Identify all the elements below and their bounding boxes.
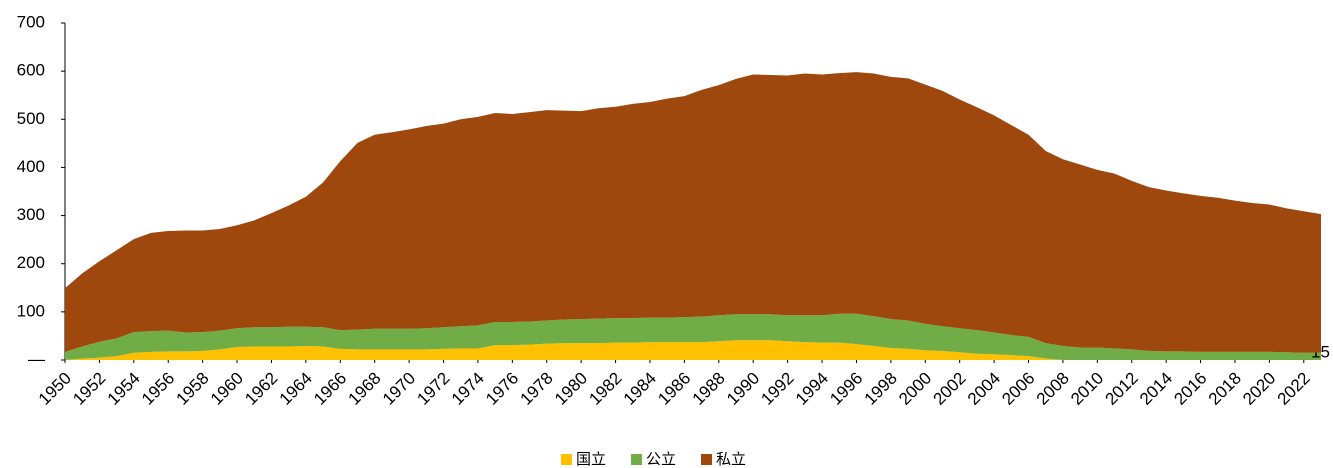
x-tick-label: 1960 [207, 369, 247, 409]
area [65, 313, 1321, 360]
x-tick-label: 1982 [585, 369, 625, 409]
y-tick-label: 700 [17, 12, 45, 31]
x-tick-label: 1950 [35, 369, 75, 409]
legend-swatch [701, 454, 712, 465]
x-tick-label: 1990 [723, 369, 763, 409]
x-tick-label: 1992 [757, 369, 797, 409]
area [65, 72, 1321, 353]
x-tick-label: 1994 [792, 369, 832, 409]
x-tick-label: 1962 [241, 369, 281, 409]
x-tick-label: 1984 [620, 369, 660, 409]
x-tick-label: 1996 [826, 369, 866, 409]
x-tick-label: 1988 [689, 369, 729, 409]
y-tick-label: — [28, 349, 45, 368]
y-tick-label: 600 [17, 61, 45, 80]
legend-swatch [631, 454, 642, 465]
x-tick-label: 2012 [1102, 369, 1142, 409]
legend-swatch [561, 454, 572, 465]
x-tick-label: 1964 [276, 369, 316, 409]
x-tick-label: 1986 [654, 369, 694, 409]
x-tick-label: 2002 [930, 369, 970, 409]
area [65, 340, 1321, 360]
x-tick-label: 1978 [517, 369, 557, 409]
x-tick-label: 2004 [964, 369, 1004, 409]
x-tick-label: 1972 [413, 369, 453, 409]
x-tick-label: 1970 [379, 369, 419, 409]
x-tick-label: 1956 [138, 369, 178, 409]
x-tick-label: 1998 [861, 369, 901, 409]
x-tick-label: 1954 [104, 369, 144, 409]
x-tick-label: 1980 [551, 369, 591, 409]
x-tick-label: 2022 [1274, 369, 1314, 409]
legend-label: 公立 [646, 451, 676, 468]
x-tick-label: 2010 [1067, 369, 1107, 409]
y-tick-label: 500 [17, 109, 45, 128]
x-tick-label: 1974 [448, 369, 488, 409]
x-tick-label: 1976 [482, 369, 522, 409]
x-tick-label: 2018 [1205, 369, 1245, 409]
x-tick-label: 2000 [895, 369, 935, 409]
x-tick-label: 2014 [1136, 369, 1176, 409]
x-tick-label: 1966 [310, 369, 350, 409]
x-tick-label: 2016 [1170, 369, 1210, 409]
y-tick-label: 100 [17, 301, 45, 320]
legend-label: 国立 [576, 451, 606, 468]
x-tick-label: 1952 [69, 369, 109, 409]
y-tick-label: 300 [17, 205, 45, 224]
x-tick-label: 2008 [1033, 369, 1073, 409]
x-tick-label: 1958 [172, 369, 212, 409]
y-tick-label: 200 [17, 253, 45, 272]
x-tick-label: 2020 [1239, 369, 1279, 409]
y-tick-label: 400 [17, 157, 45, 176]
x-tick-label: 2006 [998, 369, 1038, 409]
x-tick-label: 1968 [345, 369, 385, 409]
legend-label: 私立 [716, 451, 746, 468]
